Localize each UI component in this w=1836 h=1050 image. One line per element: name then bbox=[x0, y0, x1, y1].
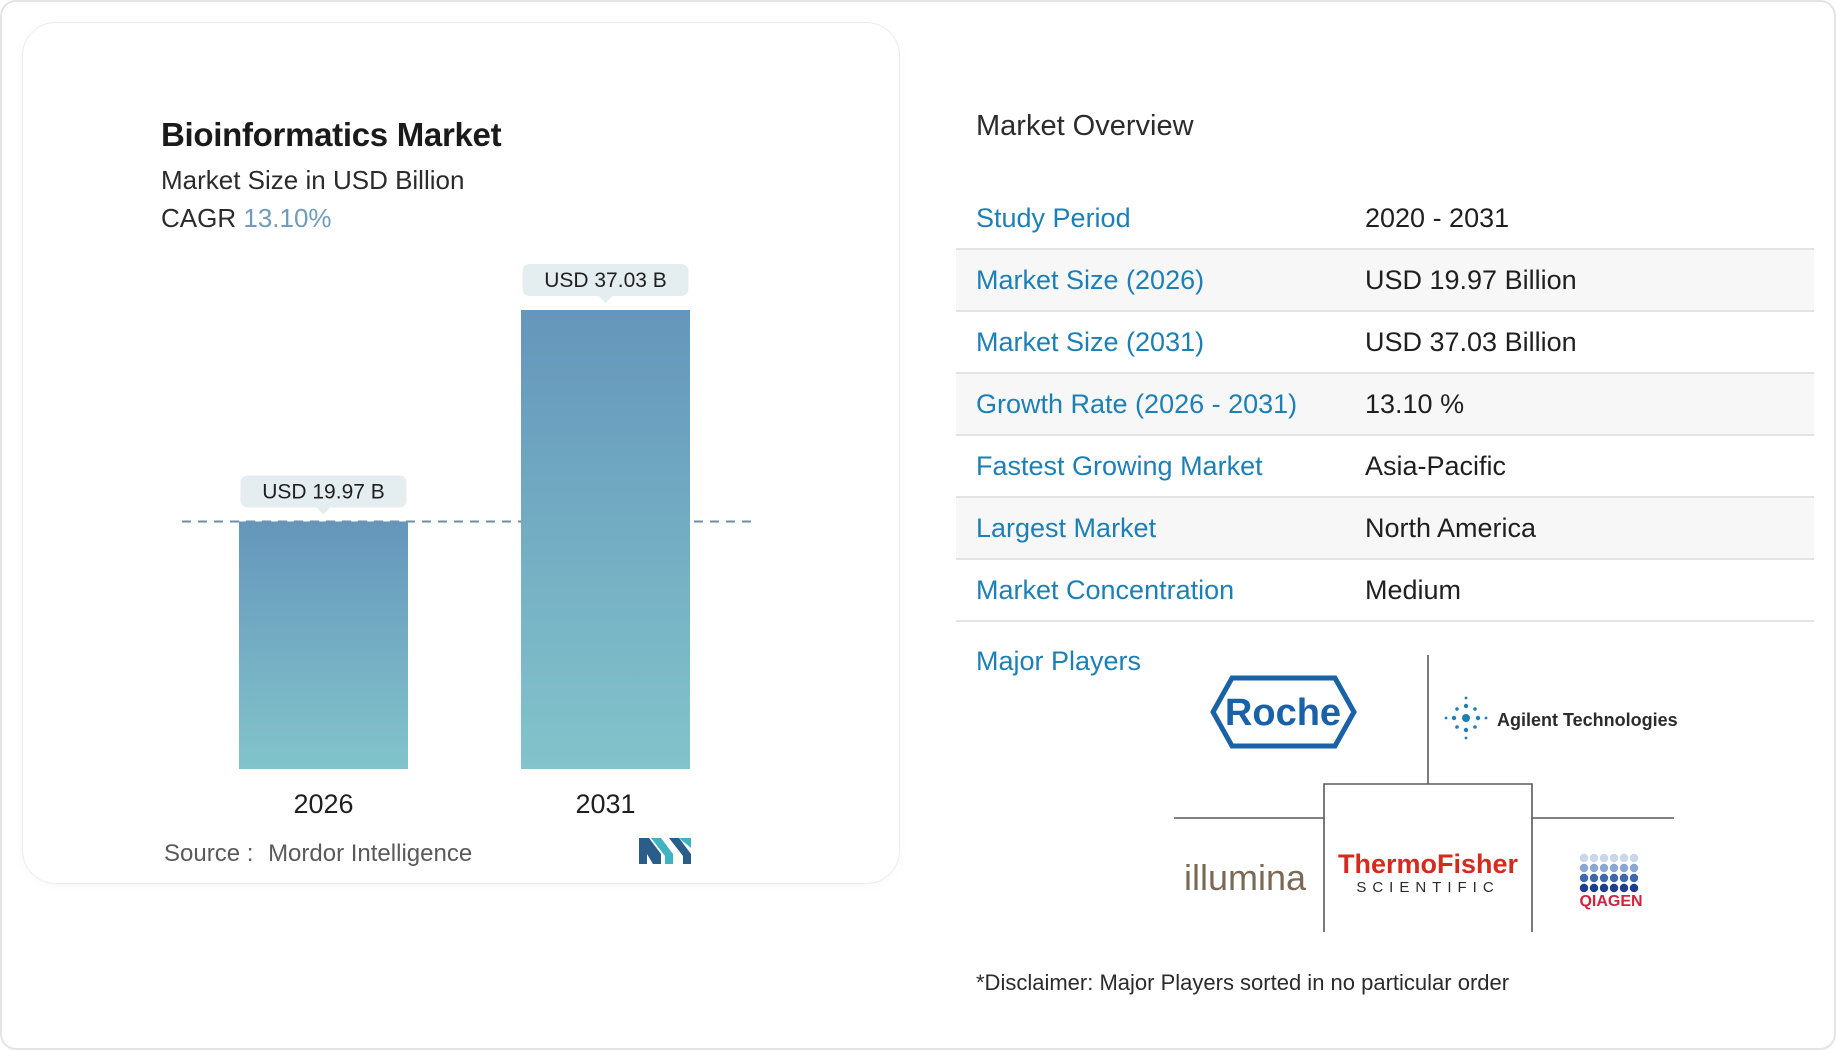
row-label: Study Period bbox=[976, 203, 1131, 233]
row-label: Market Concentration bbox=[976, 575, 1235, 605]
row-label: Fastest Growing Market bbox=[976, 451, 1263, 481]
source-label: Source : bbox=[164, 840, 254, 867]
data-label: USD 37.03 B bbox=[544, 269, 667, 292]
bar-2031 bbox=[521, 310, 690, 769]
table-row: Market Size (2026) USD 19.97 Billion bbox=[956, 250, 1814, 312]
row-label: Market Size (2026) bbox=[976, 265, 1205, 295]
row-value: 13.10 % bbox=[1365, 389, 1465, 419]
table-row: Fastest Growing Market Asia-Pacific bbox=[956, 436, 1814, 498]
data-label: USD 19.97 B bbox=[262, 480, 385, 503]
source-note: Source : Mordor Intelligence bbox=[164, 840, 472, 868]
cagr-label: CAGR bbox=[161, 203, 237, 233]
qiagen-logo: QIAGEN bbox=[1579, 853, 1643, 910]
chart-subtitle: Market Size in USD Billion bbox=[161, 165, 465, 195]
roche-logo: Roche bbox=[1210, 675, 1357, 749]
x-tick-label: 2031 bbox=[575, 789, 635, 819]
table-row: Largest Market North America bbox=[956, 498, 1814, 560]
overview-title: Market Overview bbox=[976, 110, 1194, 142]
scientific-text: SCIENTIFIC bbox=[1356, 879, 1499, 896]
chart-title: Bioinformatics Market bbox=[161, 116, 502, 153]
data-label-pointer bbox=[316, 507, 331, 515]
row-label: Largest Market bbox=[976, 513, 1157, 543]
major-players-label: Major Players bbox=[976, 646, 1142, 676]
disclaimer-note: *Disclaimer: Major Players sorted in no … bbox=[976, 970, 1510, 995]
agilent-logo: Agilent Technologies bbox=[1444, 696, 1678, 740]
row-value: North America bbox=[1365, 513, 1537, 543]
data-label-bubble bbox=[240, 475, 407, 508]
bar-2026 bbox=[239, 521, 408, 769]
qiagen-dots-icon bbox=[1579, 853, 1639, 893]
illumina-logo: illumina bbox=[1184, 857, 1307, 898]
bar-chart: USD 19.97 B 2026 USD 37.03 B 2031 bbox=[182, 264, 752, 819]
overview-table: Study Period 2020 - 2031 Market Size (20… bbox=[956, 188, 1814, 622]
table-row: Market Size (2031) USD 37.03 Billion bbox=[956, 312, 1814, 374]
agilent-text: Agilent Technologies bbox=[1497, 710, 1678, 730]
row-value: USD 19.97 Billion bbox=[1365, 265, 1577, 295]
data-label-pointer bbox=[598, 296, 613, 303]
row-label: Market Size (2031) bbox=[976, 327, 1205, 357]
cagr-value: 13.10% bbox=[243, 203, 332, 233]
qiagen-text: QIAGEN bbox=[1579, 893, 1642, 910]
data-label-bubble bbox=[522, 264, 689, 296]
table-row: Market Concentration Medium bbox=[956, 560, 1814, 622]
chart-cagr: CAGR 13.10% bbox=[161, 203, 332, 234]
table-row: Growth Rate (2026 - 2031) 13.10 % bbox=[956, 374, 1814, 436]
thermo-fisher-logo: ThermoFisher SCIENTIFIC bbox=[1338, 849, 1519, 896]
row-value: Asia-Pacific bbox=[1365, 451, 1507, 481]
source-value: Mordor Intelligence bbox=[268, 840, 473, 867]
row-label: Growth Rate (2026 - 2031) bbox=[976, 389, 1298, 419]
mordor-intelligence-logo bbox=[639, 838, 691, 864]
row-value: 2020 - 2031 bbox=[1365, 203, 1510, 233]
x-tick-label: 2026 bbox=[293, 789, 353, 819]
roche-text: Roche bbox=[1225, 692, 1341, 734]
agilent-spark-icon bbox=[1444, 696, 1488, 740]
row-value: Medium bbox=[1365, 575, 1462, 605]
thermo-fisher-text: ThermoFisher bbox=[1338, 849, 1519, 879]
table-row: Study Period 2020 - 2031 bbox=[956, 188, 1814, 250]
chart-card bbox=[22, 22, 900, 884]
row-value: USD 37.03 Billion bbox=[1365, 327, 1577, 357]
illumina-text: illumina bbox=[1184, 857, 1307, 898]
